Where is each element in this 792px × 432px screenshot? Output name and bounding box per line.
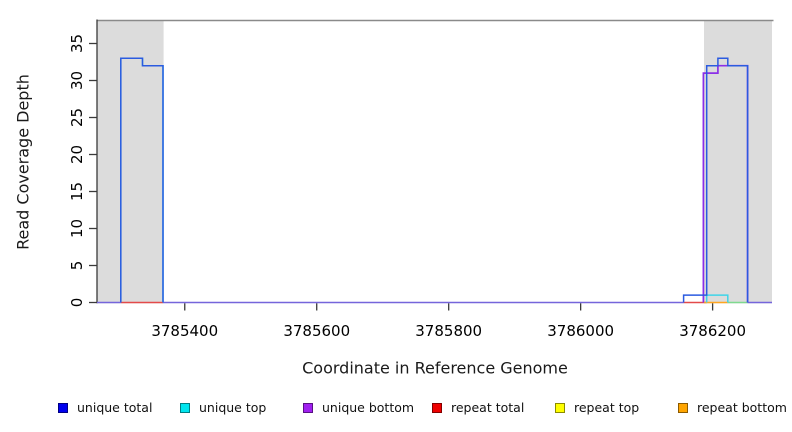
legend-label: unique total (77, 400, 153, 415)
x-tick-label: 3786200 (679, 322, 746, 340)
legend-label: repeat bottom (697, 400, 787, 415)
x-tick-label: 3785800 (415, 322, 482, 340)
legend-item-repeat-top: repeat top (555, 397, 639, 419)
y-tick-label: 35 (68, 34, 86, 53)
legend-label: unique top (199, 400, 267, 415)
legend-swatch-icon (303, 403, 313, 413)
y-axis-title: Read Coverage Depth (13, 74, 33, 250)
highlight-region-1 (704, 20, 772, 304)
legend-swatch-icon (180, 403, 190, 413)
legend-item-unique-top: unique top (180, 397, 266, 419)
legend-swatch-icon (555, 403, 565, 413)
legend-swatch-icon (678, 403, 688, 413)
legend-label: unique bottom (322, 400, 415, 415)
legend-item-unique-bottom: unique bottom (303, 397, 414, 419)
x-axis-title: Coordinate in Reference Genome (302, 358, 568, 378)
x-tick-label: 3785400 (151, 322, 218, 340)
y-tick-label: 0 (68, 298, 86, 308)
legend-item-unique-total: unique total (58, 397, 152, 419)
coverage-plot-canvas: 0 5 10 15 20 25 30 35 3785400 3785600 3785800 37860… (68, 19, 774, 340)
x-tick-label: 3786000 (547, 322, 614, 340)
legend-swatch-icon (432, 403, 442, 413)
y-tick-label: 5 (68, 261, 86, 271)
legend-swatch-icon (58, 403, 68, 413)
legend: unique total unique top unique bottom repea… (0, 397, 792, 421)
y-tick-label: 20 (68, 145, 86, 164)
y-tick-label: 15 (68, 182, 86, 201)
x-tick-label: 3785600 (283, 322, 350, 340)
legend-label: repeat top (574, 400, 640, 415)
highlight-region-0 (97, 20, 164, 304)
legend-label: repeat total (451, 400, 525, 415)
y-tick-label: 25 (68, 108, 86, 127)
y-tick-label: 10 (68, 219, 86, 238)
y-tick-label: 30 (68, 71, 86, 90)
legend-item-repeat-total: repeat total (432, 397, 524, 419)
series-unique-total (682, 57, 749, 303)
legend-item-repeat-bottom: repeat bottom (678, 397, 787, 419)
series-unique-top (705, 294, 729, 303)
series-unique-total (120, 57, 164, 303)
